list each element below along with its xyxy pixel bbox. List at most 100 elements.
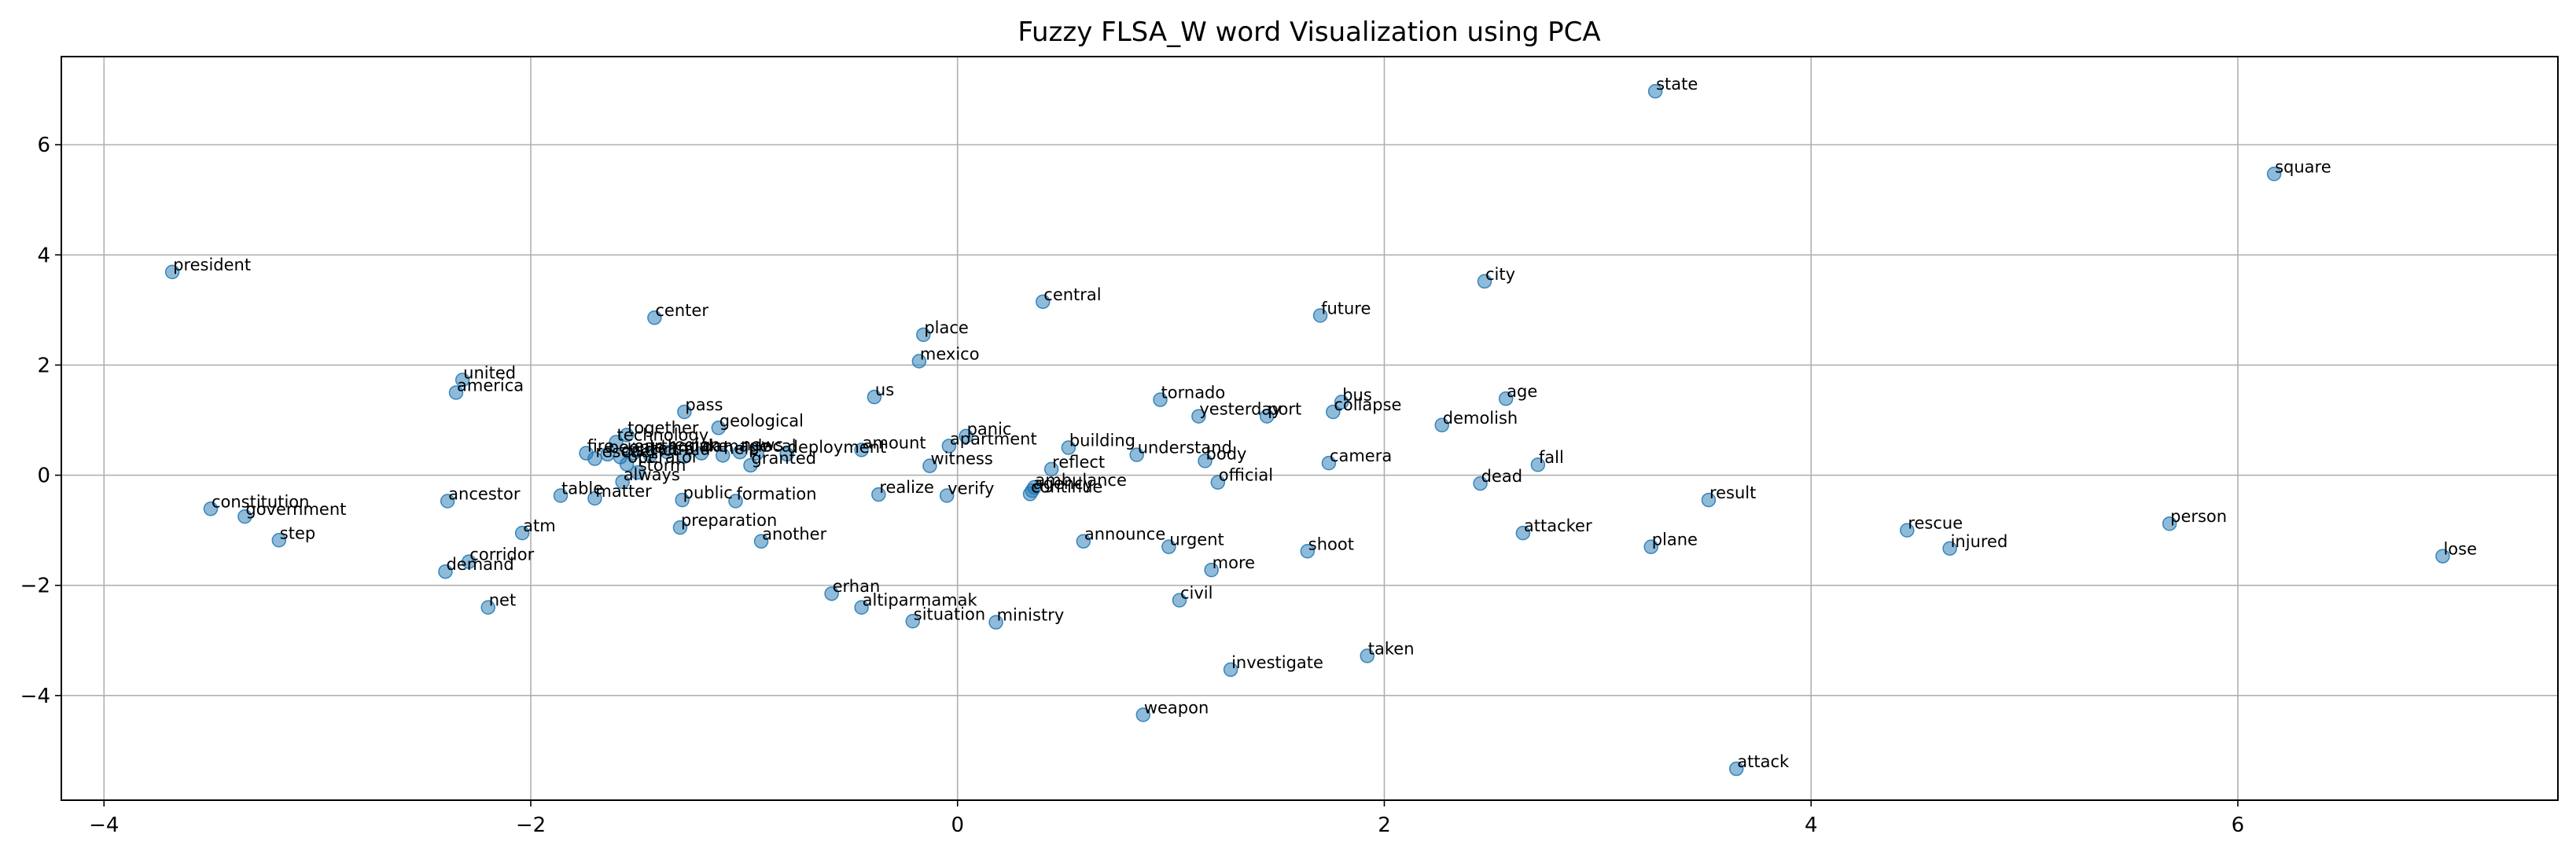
point-label: port [1268,400,1301,419]
point-label: local [758,437,797,456]
point-label: step [280,524,315,542]
point-label: granted [752,449,817,468]
point-label: apartment [950,429,1037,448]
data-point [626,446,641,461]
data-point [1210,475,1226,490]
point-label: preparation [681,511,777,530]
point-label: body [1206,444,1247,463]
data-point [1312,308,1328,323]
data-point [440,494,455,509]
data-point [1172,593,1187,608]
data-point [677,449,692,464]
data-point [1360,648,1375,663]
data-point [642,448,658,463]
data-point [2435,549,2450,564]
point-label: yesterday [1199,400,1281,419]
point-label: storm [638,456,686,475]
y-tick-label: −4 [20,685,50,708]
data-point [1530,457,1546,472]
point-label: damage [702,437,770,456]
data-point [1643,539,1658,554]
point-label: age [1507,382,1537,401]
point-label: demolish [1443,409,1518,428]
point-label: mexico [920,345,980,364]
point-label: more [1213,553,1255,572]
data-point [854,600,869,615]
data-point [2266,167,2282,182]
point-label: official [1219,466,1273,485]
point-label: continue [1031,477,1102,496]
data-point [905,614,921,629]
data-point [203,501,219,516]
data-point [660,444,675,460]
point-label: square [2275,157,2331,176]
data-point [1043,461,1059,477]
y-tick-label: 0 [37,465,50,488]
y-tick-label: 4 [37,244,50,267]
point-label: america [457,376,524,395]
data-point [1259,409,1275,424]
data-point [988,615,1003,630]
data-point [1223,662,1238,678]
point-label: place [924,318,969,337]
point-label: region [668,435,720,454]
data-point [743,457,758,473]
x-tick-label: 2 [1378,814,1391,837]
point-label: amount [863,433,926,452]
point-label: aid [685,440,710,459]
point-label: fire [587,437,614,456]
point-label: pass [685,395,723,414]
point-label: central [1043,285,1101,304]
point-label: ministry [997,606,1065,625]
x-tick-label: −4 [89,814,119,837]
point-label: state [1656,75,1698,94]
data-point [1198,454,1213,468]
point-label: understand [1138,439,1232,457]
data-point [271,533,287,548]
data-point [609,435,624,450]
x-tick-label: 0 [951,814,964,837]
point-label: attacker [1524,516,1592,535]
point-label: panic [967,420,1012,439]
data-point [1061,440,1076,455]
data-point [587,490,602,506]
point-label: team [651,439,694,457]
point-label: help [723,439,759,457]
point-label: investigate [1231,653,1323,672]
point-label: together [627,418,699,437]
point-label: formation [737,484,817,503]
x-tick-label: 4 [1805,814,1818,837]
data-point [1515,525,1531,541]
point-label: demand [446,555,513,574]
data-point [1701,492,1717,508]
data-point [715,448,730,463]
data-point [587,451,602,466]
grid [61,57,2558,800]
data-point [779,446,794,462]
point-labels: state square president city central future cen… [173,75,2477,771]
data-point [630,465,645,480]
point-label: net [489,591,516,610]
point-label: injured [1951,532,2008,551]
point-label: rescue [1908,514,1963,533]
point-label: us [875,380,894,399]
point-label: matter [595,482,652,501]
data-point [824,586,839,601]
data-point [753,534,769,549]
point-label: news [741,435,783,454]
data-point [1326,404,1341,420]
data-point [728,494,743,509]
point-label: urgent [1169,531,1224,549]
data-points [164,83,2450,777]
data-point [1477,274,1492,289]
point-label: erhan [833,577,881,596]
data-point [1942,541,1957,557]
data-point [448,385,464,400]
data-point [1334,395,1349,410]
point-label: weapon [1144,698,1209,717]
data-point [1647,83,1663,99]
data-point [647,310,662,325]
point-label: operator [627,448,699,467]
data-point [1022,487,1038,501]
